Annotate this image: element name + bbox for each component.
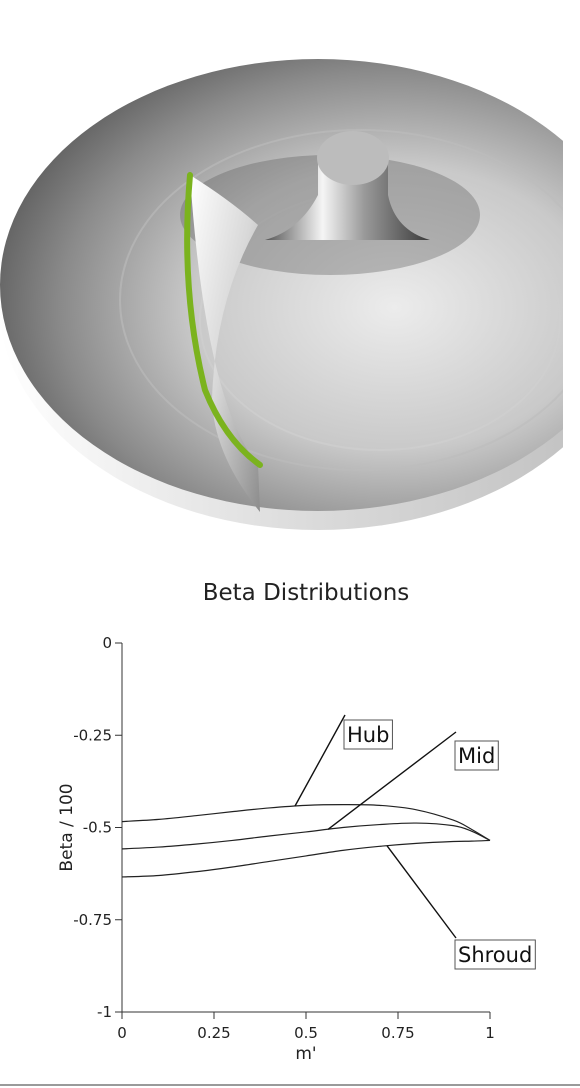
blade-leading-edge (184, 172, 263, 468)
label-box-mid (454, 740, 499, 771)
y-tick-label: -1 (97, 1003, 112, 1021)
impeller-render-svg (0, 59, 563, 530)
blade (190, 175, 260, 512)
label-mid: Mid (458, 744, 495, 768)
chart-axes: 0 0.25 0.5 0.75 1 0 -0.25 -0.5 -0.75 -1 m' Beta / 1… (57, 634, 495, 1064)
beta-chart: Beta Distributions 0 0.25 0.5 0.75 1 0 -0.25 -0… (0, 560, 580, 1080)
chart-series (121, 804, 491, 878)
y-tick-label: -0.25 (73, 726, 112, 744)
leader-hub (294, 714, 346, 807)
disc-surface (0, 59, 563, 511)
label-box-hub (343, 719, 393, 750)
y-tick-label: -0.75 (73, 911, 112, 929)
hub-body (265, 160, 430, 240)
label-box-shroud (454, 939, 536, 970)
series-line-mid (121, 822, 491, 850)
x-tick-label: 1 (485, 1024, 495, 1042)
series-line-shroud (121, 839, 491, 878)
x-tick-label: 0.25 (197, 1024, 230, 1042)
chart-annotations: Hub Mid Shroud (294, 714, 536, 970)
x-tick-label: 0 (117, 1024, 127, 1042)
leader-shroud (386, 845, 457, 939)
bottom-divider (0, 1084, 580, 1086)
chart-svg: 0 0.25 0.5 0.75 1 0 -0.25 -0.5 -0.75 -1 m' Beta / 1… (57, 634, 536, 1064)
impeller-render (0, 59, 563, 530)
chart-title: Beta Distributions (202, 580, 410, 606)
x-axis-label: m' (295, 1044, 316, 1064)
hub-cap (317, 131, 389, 185)
y-axis-label: Beta / 100 (57, 783, 77, 871)
series-line-hub (121, 804, 491, 841)
x-tick-label: 0.5 (294, 1024, 318, 1042)
x-tick-label: 0.75 (381, 1024, 414, 1042)
y-tick-label: 0 (102, 634, 112, 652)
y-tick-label: -0.5 (83, 819, 112, 837)
label-hub: Hub (347, 723, 389, 747)
label-shroud: Shroud (458, 943, 532, 967)
leader-mid (327, 731, 457, 830)
